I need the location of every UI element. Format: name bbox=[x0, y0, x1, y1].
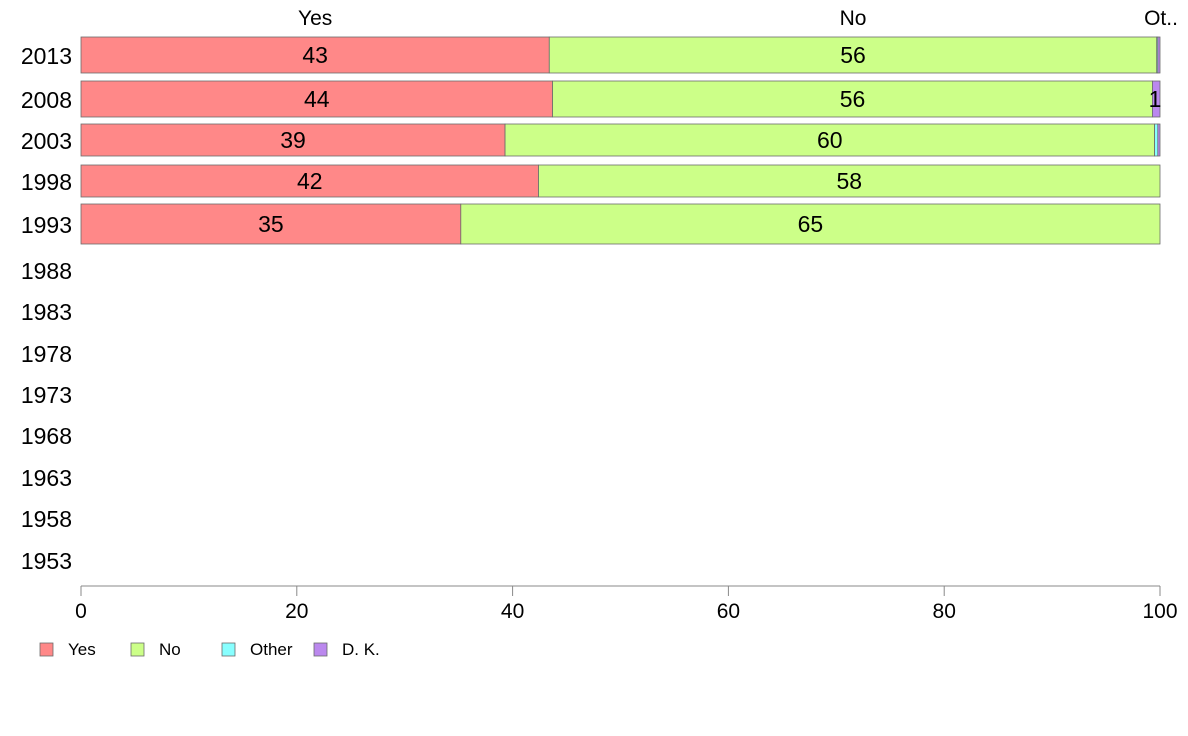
data-label: 44 bbox=[304, 86, 330, 112]
data-label: 60 bbox=[817, 127, 843, 153]
y-category-label: 1978 bbox=[21, 341, 72, 367]
x-axis: 0 20 40 60 80 100 bbox=[75, 585, 1178, 623]
y-category-label: 2013 bbox=[21, 43, 72, 69]
y-axis-categories: 2013 2008 2003 1998 1993 1988 1983 1978 1973 1968… bbox=[21, 43, 72, 574]
bar-segment bbox=[1157, 36, 1161, 74]
data-label: 1 bbox=[1149, 86, 1162, 112]
bar-segment bbox=[1154, 123, 1159, 157]
y-category-label: 1968 bbox=[21, 423, 72, 449]
x-tick-label: 40 bbox=[501, 600, 524, 623]
y-category-label: 1953 bbox=[21, 548, 72, 574]
x-tick-label: 20 bbox=[285, 600, 308, 623]
bar-segment bbox=[548, 36, 1158, 74]
y-category-label: 1988 bbox=[21, 258, 72, 284]
y-category-label: 1963 bbox=[21, 465, 72, 491]
bar-segment bbox=[538, 164, 1161, 198]
data-label: 43 bbox=[302, 42, 328, 68]
y-category-label: 1958 bbox=[21, 506, 72, 532]
legend-swatch bbox=[221, 642, 236, 657]
legend-label: Yes bbox=[68, 640, 96, 659]
data-label: 35 bbox=[258, 211, 284, 237]
data-label: 56 bbox=[840, 86, 866, 112]
data-labels: 43 56 44 56 1 39 60 42 58 35 65 bbox=[258, 42, 1161, 237]
x-tick-label: 60 bbox=[717, 600, 740, 623]
x-tick-label: 80 bbox=[933, 600, 956, 623]
bar-segment bbox=[80, 123, 506, 157]
y-category-label: 1983 bbox=[21, 299, 72, 325]
bar-segment bbox=[1152, 80, 1161, 118]
bar-segment bbox=[80, 36, 550, 74]
y-category-label: 1993 bbox=[21, 212, 72, 238]
data-label: 42 bbox=[297, 168, 323, 194]
column-header: No bbox=[840, 7, 867, 30]
legend-swatch bbox=[130, 642, 145, 657]
column-header: Yes bbox=[298, 7, 332, 30]
legend-label: Other bbox=[250, 640, 293, 659]
bar-segment bbox=[1157, 123, 1161, 157]
data-label: 58 bbox=[836, 168, 862, 194]
column-header: Ot.. bbox=[1144, 7, 1178, 30]
bars bbox=[80, 36, 1161, 245]
data-label: 39 bbox=[280, 127, 306, 153]
data-label: 56 bbox=[840, 42, 866, 68]
legend-label: D. K. bbox=[342, 640, 380, 659]
bar-segment bbox=[460, 203, 1161, 245]
data-label: 65 bbox=[798, 211, 824, 237]
y-category-label: 1973 bbox=[21, 382, 72, 408]
legend-label: No bbox=[159, 640, 181, 659]
y-category-label: 2008 bbox=[21, 87, 72, 113]
column-headers: Yes No Ot.. bbox=[298, 7, 1178, 30]
bar-segment bbox=[504, 123, 1156, 157]
y-category-label: 1998 bbox=[21, 169, 72, 195]
y-category-label: 2003 bbox=[21, 128, 72, 154]
legend-swatch bbox=[39, 642, 54, 657]
legend-swatch bbox=[313, 642, 328, 657]
legend: Yes No Other D. K. bbox=[39, 640, 380, 659]
x-tick-label: 0 bbox=[75, 600, 87, 623]
bar-segment bbox=[80, 203, 462, 245]
bar-segment bbox=[80, 164, 539, 198]
x-tick-label: 100 bbox=[1142, 600, 1177, 623]
